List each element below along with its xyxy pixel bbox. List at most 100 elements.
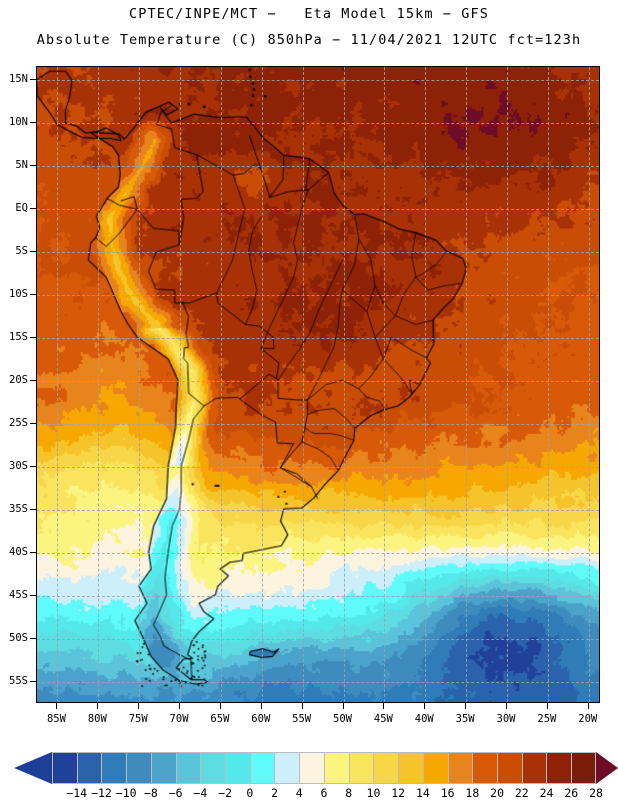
gridline-vertical [57, 67, 58, 702]
latitude-tick [30, 638, 36, 639]
gridline-horizontal [37, 596, 599, 597]
colorbar-over-arrow [596, 752, 618, 784]
latitude-label-50s: 50S [9, 632, 28, 644]
colorbar-tick-label: 14 [416, 786, 430, 800]
colorbar-cell [522, 752, 547, 784]
colorbar-cell [448, 752, 473, 784]
colorbar-cell [398, 752, 423, 784]
temperature-field-canvas [37, 67, 599, 702]
colorbar-cell [423, 752, 448, 784]
latitude-label-15n: 15N [9, 73, 28, 85]
gridline-horizontal [37, 338, 599, 339]
gridline-vertical [507, 67, 508, 702]
latitude-label-30s: 30S [9, 460, 28, 472]
longitude-label-35w: 35W [456, 713, 475, 725]
colorbar-tick-label: 8 [345, 786, 352, 800]
colorbar-tick-label: −4 [193, 786, 207, 800]
colorbar-cell [101, 752, 126, 784]
gridline-vertical [221, 67, 222, 702]
latitude-tick [30, 380, 36, 381]
longitude-label-30w: 30W [497, 713, 516, 725]
latitude-tick [30, 122, 36, 123]
temperature-map-panel [36, 66, 600, 703]
latitude-tick [30, 294, 36, 295]
longitude-tick [138, 703, 139, 709]
latitude-tick [30, 79, 36, 80]
colorbar-under-arrow [14, 752, 52, 784]
longitude-tick [97, 703, 98, 709]
gridline-vertical [466, 67, 467, 702]
latitude-label-45s: 45S [9, 589, 28, 601]
colorbar-tick-label: 24 [540, 786, 554, 800]
chart-header: CPTEC/INPE/MCT − Eta Model 15km − GFS Ab… [0, 0, 618, 48]
colorbar-tick-label: −12 [91, 786, 112, 800]
colorbar-tick-label: 4 [296, 786, 303, 800]
latitude-label-15s: 15S [9, 331, 28, 343]
colorbar-cell [546, 752, 571, 784]
latitude-label-20s: 20S [9, 374, 28, 386]
longitude-tick [261, 703, 262, 709]
colorbar: −14 −12 −10 −8 −6 −4 −2 0 2 4 6 8 10 12 14 16 18 20 22 24 26… [0, 752, 618, 800]
gridline-horizontal [37, 639, 599, 640]
colorbar-cell [349, 752, 374, 784]
gridline-vertical [548, 67, 549, 702]
latitude-label-10n: 10N [9, 116, 28, 128]
longitude-label-65w: 65W [210, 713, 229, 725]
longitude-tick [424, 703, 425, 709]
latitude-tick [30, 552, 36, 553]
colorbar-cell [250, 752, 275, 784]
colorbar-cell [176, 752, 201, 784]
colorbar-cell [373, 752, 398, 784]
longitude-label-20w: 20W [578, 713, 597, 725]
longitude-label-70w: 70W [170, 713, 189, 725]
colorbar-tick-label: −6 [169, 786, 183, 800]
chart-title-line2: Absolute Temperature (C) 850hPa − 11/04/… [0, 32, 618, 48]
longitude-tick [588, 703, 589, 709]
longitude-label-25w: 25W [537, 713, 556, 725]
latitude-tick [30, 466, 36, 467]
gridline-horizontal [37, 467, 599, 468]
latitude-axis: 15N 10N 5N EQ 5S 10S 15S 20S 25S 30S 35S 40S 45S 50S 5… [0, 66, 36, 703]
colorbar-cell [52, 752, 77, 784]
gridline-vertical [589, 67, 590, 702]
longitude-tick [465, 703, 466, 709]
longitude-tick [56, 703, 57, 709]
longitude-label-55w: 55W [292, 713, 311, 725]
colorbar-tick-label: 12 [391, 786, 405, 800]
gridline-horizontal [37, 209, 599, 210]
colorbar-tick-label: 2 [271, 786, 278, 800]
colorbar-tick-label: 16 [441, 786, 455, 800]
gridline-horizontal [37, 295, 599, 296]
gridline-horizontal [37, 510, 599, 511]
gridline-vertical [98, 67, 99, 702]
gridline-horizontal [37, 252, 599, 253]
latitude-tick [30, 251, 36, 252]
longitude-tick [506, 703, 507, 709]
longitude-label-45w: 45W [374, 713, 393, 725]
latitude-tick [30, 337, 36, 338]
longitude-tick [179, 703, 180, 709]
gridline-vertical [384, 67, 385, 702]
longitude-label-85w: 85W [47, 713, 66, 725]
longitude-label-80w: 80W [88, 713, 107, 725]
latitude-label-10s: 10S [9, 288, 28, 300]
colorbar-cell [225, 752, 250, 784]
longitude-label-60w: 60W [251, 713, 270, 725]
gridline-horizontal [37, 166, 599, 167]
gridline-horizontal [37, 553, 599, 554]
colorbar-tick-label: 6 [321, 786, 328, 800]
latitude-tick [30, 208, 36, 209]
colorbar-tick-label: −14 [66, 786, 87, 800]
latitude-label-25s: 25S [9, 417, 28, 429]
longitude-axis: 85W 80W 75W 70W 65W 60W 55W 50W 45W 40W 35W 30W 25W 2… [36, 703, 600, 733]
latitude-label-eq: EQ [15, 202, 28, 214]
latitude-label-40s: 40S [9, 546, 28, 558]
colorbar-tick-label: −10 [116, 786, 137, 800]
longitude-tick [220, 703, 221, 709]
longitude-tick [302, 703, 303, 709]
colorbar-tick-label: −2 [218, 786, 232, 800]
colorbar-tick-label: 0 [246, 786, 253, 800]
chart-title-line1: CPTEC/INPE/MCT − Eta Model 15km − GFS [0, 6, 618, 22]
colorbar-cells [52, 752, 596, 784]
longitude-tick [547, 703, 548, 709]
